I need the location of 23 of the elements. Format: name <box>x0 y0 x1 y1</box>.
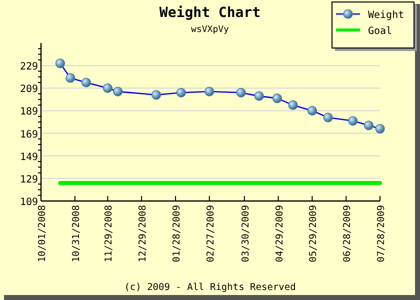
x-tick-label: 10/31/2008 <box>70 204 82 262</box>
x-tick-label: 12/29/2008 <box>138 204 149 262</box>
y-tick-label: 109 <box>20 197 38 208</box>
text: (c) 2009 - All Rights Reserved <box>124 282 296 293</box>
y-tick-label: 149 <box>20 152 38 163</box>
y-tick-label: 189 <box>20 106 38 118</box>
x-tick-label: 05/29/2009 <box>308 204 320 262</box>
x-tick-label: 02/27/2009 <box>205 204 216 262</box>
chart-subtitle: wsVXpVy <box>191 25 230 35</box>
x-tick-label: 07/28/2009 <box>376 204 387 262</box>
x-tick-label: 03/30/2009 <box>240 204 252 262</box>
x-tick-label: 06/28/2009 <box>342 204 354 262</box>
y-tick-label: 169 <box>20 129 38 140</box>
x-tick-label: 04/29/2009 <box>274 204 286 262</box>
y-tick-label: 229 <box>20 62 38 73</box>
chart-title: Weight Chart <box>159 5 261 21</box>
y-tick-label: 129 <box>20 174 38 186</box>
x-tick-label: 11/29/2008 <box>104 204 115 262</box>
x-tick-label: 01/28/2009 <box>171 204 182 262</box>
legend-label: Goal <box>368 26 392 37</box>
y-tick-label: 209 <box>20 84 38 96</box>
legend-label: Weight <box>368 10 404 21</box>
x-tick-label: 10/01/2008 <box>37 204 48 262</box>
